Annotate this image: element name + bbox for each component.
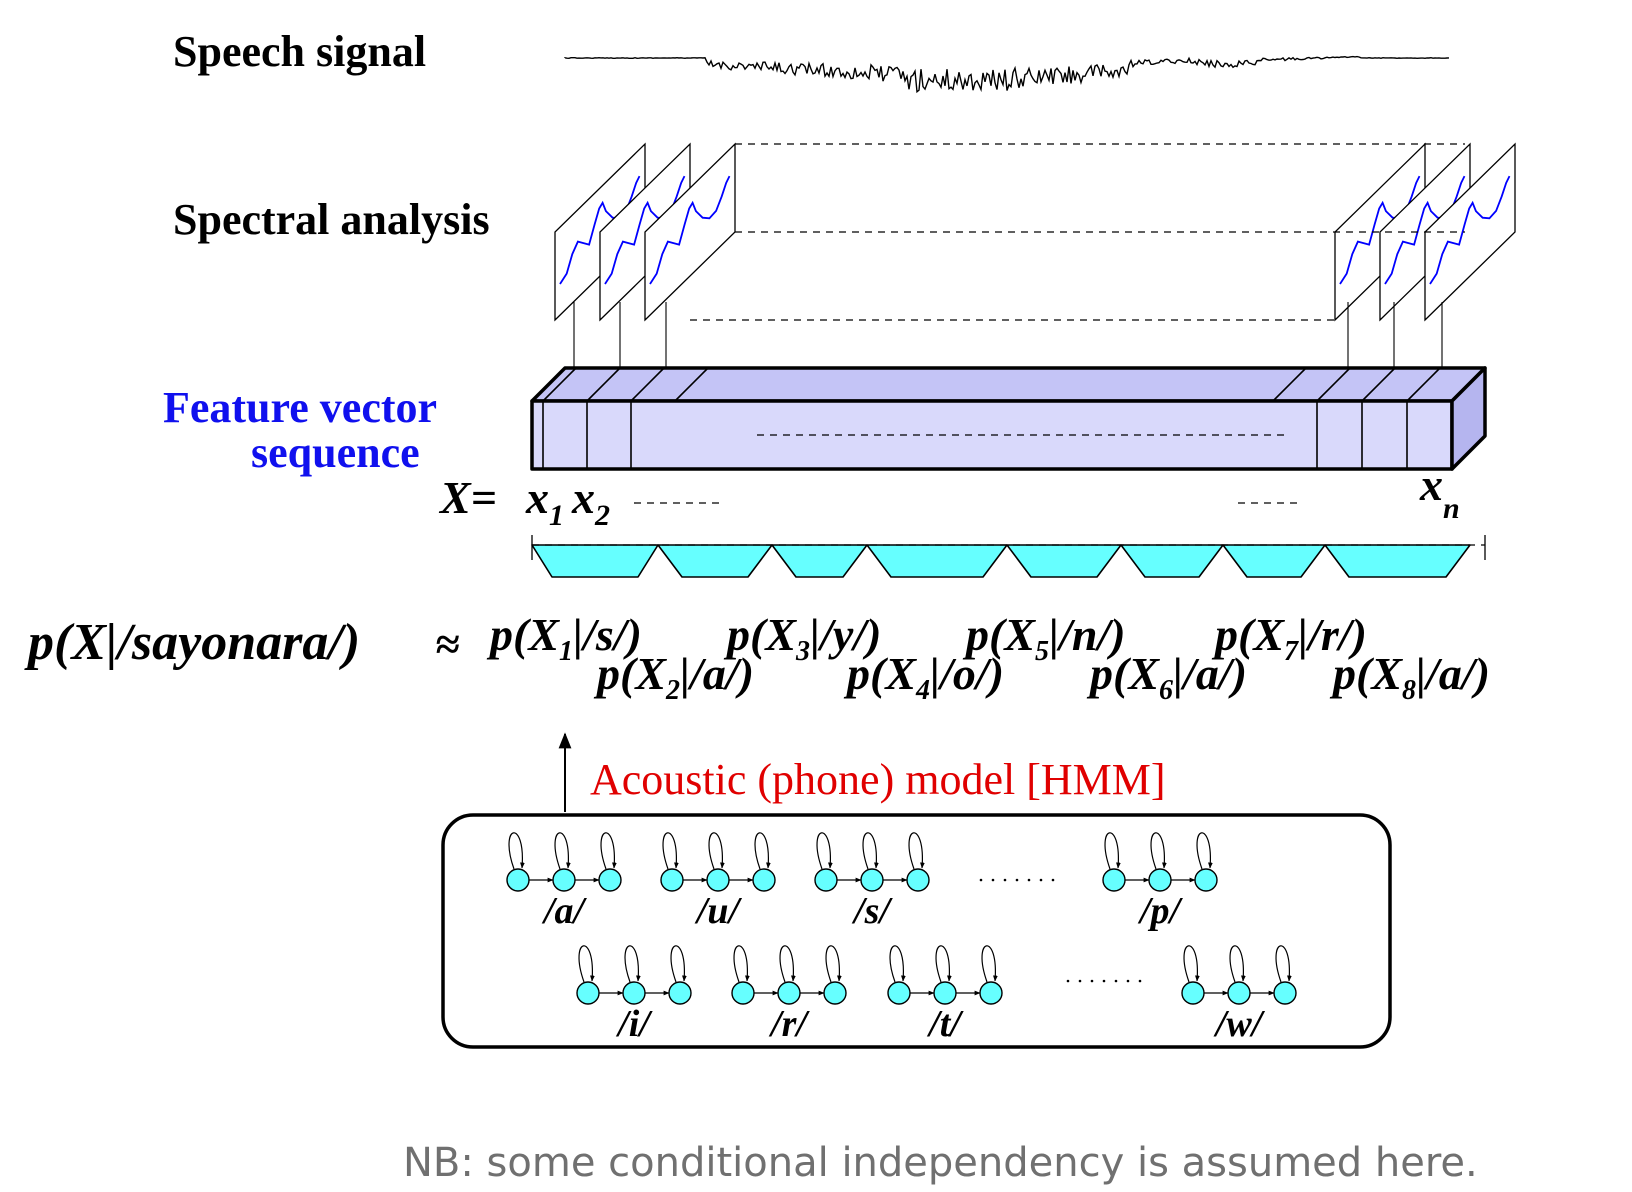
spectrum-curve (649, 175, 731, 285)
segment-trapezoid (1120, 544, 1224, 578)
spectrum-curve (1429, 175, 1511, 285)
likelihood-term: p(X3|/y/) (723, 609, 881, 667)
hmm-state (777, 981, 801, 1005)
spectral-frame (1424, 142, 1516, 368)
likelihood-term: p(X8|/a/) (1329, 648, 1490, 706)
hmm-state (622, 981, 646, 1005)
feature-bar-divider (1361, 367, 1396, 469)
feature-bar-dividers (542, 367, 1441, 469)
hmm-state (887, 981, 911, 1005)
hmm-state (706, 868, 730, 892)
hmm-state (552, 868, 576, 892)
segment-trapezoid (771, 544, 868, 578)
hmm-models: /a/ /u/ /s/ /p/ /i/ /r/ /t/ /w/ (506, 832, 1297, 1045)
segment-trapezoid (866, 544, 1008, 578)
speech-waveform (564, 55, 1450, 94)
spectral-analysis-label: Spectral analysis (173, 195, 490, 244)
x-equals: X= (438, 472, 497, 523)
likelihood-term: p(X4|/o/) (843, 648, 1004, 706)
feature-bar-side-face (1450, 366, 1487, 471)
phone-label: /s/ (851, 890, 893, 932)
hmm-state (506, 868, 530, 892)
phone-label: /w/ (1213, 1003, 1266, 1045)
hmm-state (731, 981, 755, 1005)
hmm-state (979, 981, 1003, 1005)
hmm-state (906, 868, 930, 892)
hmm-state (933, 981, 957, 1005)
hmm-phone-model: /p/ (1102, 832, 1218, 932)
likelihood-lhs: p(X|/sayonara/) (24, 614, 360, 671)
hmm-phone-model: /u/ (660, 832, 776, 932)
likelihood-term: p(X5|/n/) (962, 609, 1126, 667)
segment-trapezoids (531, 544, 1471, 578)
phone-label: /u/ (694, 890, 743, 932)
phone-label: /a/ (541, 890, 588, 932)
likelihood-term: p(X6|/a/) (1086, 648, 1247, 706)
segment-trapezoid (1006, 544, 1122, 578)
feature-vector-label-2: sequence (251, 428, 420, 477)
likelihood-term: p(X1|/s/) (486, 609, 642, 667)
spectral-frames (554, 142, 1516, 368)
hmm-phone-model: /i/ (576, 945, 692, 1045)
feature-bar-top-face (530, 366, 1487, 403)
hmm-state (814, 868, 838, 892)
phone-label: /p/ (1137, 890, 1184, 932)
xn-symbol: xn (1419, 459, 1460, 525)
x1-symbol: x1 (525, 472, 564, 532)
feature-bar-divider (1316, 367, 1351, 469)
segmentation (531, 535, 1486, 578)
feature-bar-divider (1406, 367, 1441, 469)
likelihood-term: p(X2|/a/) (593, 648, 754, 706)
speech-signal-label: Speech signal (173, 27, 426, 76)
hmm-state (668, 981, 692, 1005)
likelihood-terms: p(X1|/s/)p(X2|/a/)p(X3|/y/)p(X4|/o/)p(X5… (486, 609, 1490, 706)
segment-trapezoid (657, 544, 773, 578)
acoustic-model-title: Acoustic (phone) model [HMM] (590, 755, 1166, 804)
hmm-state (1227, 981, 1251, 1005)
hmm-state (1102, 868, 1126, 892)
acoustic-model-box (441, 813, 1392, 1049)
hmm-state (752, 868, 776, 892)
feature-vector-bar (530, 366, 1487, 471)
hmm-state (1273, 981, 1297, 1005)
hmm-phone-model: /a/ (506, 832, 622, 932)
hmm-state (860, 868, 884, 892)
likelihood-term: p(X7|/r/) (1211, 609, 1367, 667)
hmm-state (660, 868, 684, 892)
feature-bar-divider (1272, 367, 1307, 402)
feature-bar-divider (542, 367, 577, 469)
phone-label: /r/ (768, 1003, 810, 1045)
hmm-ellipsis-row2 (1066, 979, 1142, 983)
hmm-state (1181, 981, 1205, 1005)
segment-trapezoid (531, 544, 659, 578)
hmm-ellipsis-row1 (979, 878, 1055, 882)
hmm-state (576, 981, 600, 1005)
hmm-phone-model: /r/ (731, 945, 847, 1045)
hmm-phone-model: /w/ (1181, 945, 1297, 1045)
feature-bar-divider (674, 367, 709, 402)
hmm-state (598, 868, 622, 892)
hmm-state (823, 981, 847, 1005)
feature-bar-divider (630, 367, 665, 469)
approx-symbol: ≈ (435, 620, 459, 669)
hmm-phone-model: /s/ (814, 832, 930, 932)
feature-vector-label: Feature vector (163, 383, 437, 432)
hmm-state (1148, 868, 1172, 892)
hmm-phone-model: /t/ (887, 945, 1003, 1045)
phone-label: /i/ (615, 1003, 653, 1045)
x2-symbol: x2 (571, 472, 610, 532)
feature-bar-divider (586, 367, 621, 469)
phone-label: /t/ (926, 1003, 964, 1045)
segment-trapezoid (1324, 544, 1471, 578)
independence-note: NB: some conditional independency is ass… (403, 1140, 1478, 1186)
hmm-state (1194, 868, 1218, 892)
segment-trapezoid (1222, 544, 1326, 578)
